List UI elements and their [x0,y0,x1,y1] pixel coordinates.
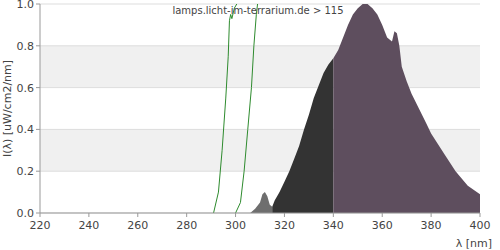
x-tick [40,213,41,217]
x-tick [333,213,334,217]
y-tick [36,4,40,5]
spectrum-area [333,4,480,213]
y-tick-label: 0.4 [17,123,35,136]
y-tick-label: 0.8 [17,40,35,53]
x-tick [137,213,138,217]
x-tick [382,213,383,217]
x-tick-label: 360 [372,219,393,232]
spectrum-area [272,58,333,213]
x-tick-label: 340 [323,219,344,232]
chart: 220 240 260 280 300 320 340 360 380 400 0.0 0.2 0.4 0… [0,0,500,250]
y-tick [36,129,40,130]
x-tick [480,213,481,217]
grid-line [40,45,480,46]
grid-line [40,213,480,214]
x-tick-label: 280 [176,219,197,232]
y-axis [40,4,41,213]
x-tick-label: 380 [421,219,442,232]
sensitivity-line [236,4,258,213]
y-tick [36,45,40,46]
y-tick [36,171,40,172]
grid-band [40,46,480,88]
title: lamps.licht-im-terrarium.de > 115 [172,5,343,16]
sensitivity-line [214,4,237,213]
plot-area [214,4,480,213]
x-tick-label: 320 [274,219,295,232]
x-axis [40,213,480,214]
y-tick-label: 1.0 [17,0,35,11]
x-tick-label: 400 [470,219,491,232]
x-tick-label: 220 [30,219,51,232]
x-tick-label: 240 [78,219,99,232]
x-tick [88,213,89,217]
x-tick [431,213,432,217]
x-tick [186,213,187,217]
y-tick-label: 0.0 [17,207,35,220]
spectrum-area [250,192,272,213]
y-tick-label: 0.6 [17,82,35,95]
x-tick-label: 260 [127,219,148,232]
x-tick-label: 300 [225,219,246,232]
x-tick [235,213,236,217]
x-axis-label: λ [nm] [456,237,492,250]
y-tick-label: 0.2 [17,165,35,178]
grid-line [40,87,480,88]
y-tick [36,213,40,214]
y-axis-label: I(λ) [uW/cm2/nm] [1,60,14,157]
y-tick [36,87,40,88]
x-tick [284,213,285,217]
